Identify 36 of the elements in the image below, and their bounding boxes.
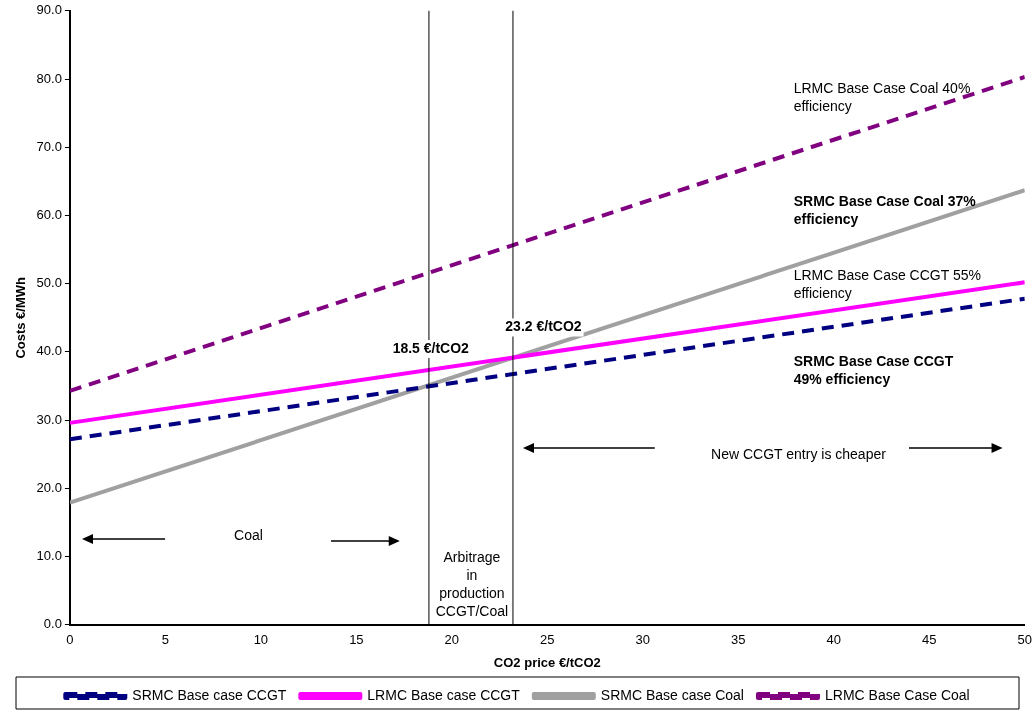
annotation: Coal: [234, 526, 263, 543]
annotation: Arbitrage in production CCGT/Coal: [435, 549, 509, 620]
y-tick-label: 80.0: [36, 70, 62, 86]
x-tick-label: 45: [922, 632, 937, 648]
y-tick-label: 60.0: [36, 207, 62, 223]
x-tick-label: 30: [635, 632, 651, 648]
x-tick-label: 40: [826, 632, 842, 648]
x-tick-label: 0: [66, 632, 74, 648]
y-tick-label: 90.0: [36, 2, 62, 18]
y-tick-label: 0.0: [43, 616, 62, 632]
y-axis-title: Costs €/MWh: [13, 276, 29, 359]
x-tick-label: 15: [349, 632, 364, 648]
annotation: LRMC Base Case CCGT 55% efficiency: [793, 267, 981, 302]
legend-label: SRMC Base case CCGT: [132, 686, 287, 703]
y-tick-label: 10.0: [36, 548, 62, 564]
annotation: SRMC Base Case CCGT 49% efficiency: [793, 353, 954, 388]
annotation: 23.2 €/tCO2: [505, 318, 582, 335]
y-tick-label: 20.0: [36, 479, 62, 495]
x-tick-label: 50: [1017, 632, 1032, 648]
legend-label: LRMC Base case CCGT: [367, 686, 521, 703]
x-tick-label: 10: [253, 632, 269, 648]
annotation: New CCGT entry is cheaper: [711, 446, 887, 463]
x-tick-label: 20: [444, 632, 460, 648]
x-tick-label: 35: [731, 632, 746, 648]
annotation: SRMC Base Case Coal 37% efficiency: [793, 192, 977, 227]
y-tick-label: 40.0: [36, 343, 62, 359]
x-tick-label: 25: [540, 632, 555, 648]
y-tick-label: 50.0: [36, 275, 62, 291]
annotation: 18.5 €/tCO2: [392, 339, 470, 356]
y-tick-label: 30.0: [36, 411, 62, 427]
y-tick-label: 70.0: [36, 138, 62, 154]
annotation: LRMC Base Case Coal 40% efficiency: [793, 79, 971, 114]
legend-label: LRMC Base Case Coal: [824, 686, 970, 703]
x-axis-title: CO2 price €/tCO2: [493, 654, 601, 670]
x-tick-label: 5: [161, 632, 170, 648]
legend-label: SRMC Base case Coal: [600, 686, 744, 703]
